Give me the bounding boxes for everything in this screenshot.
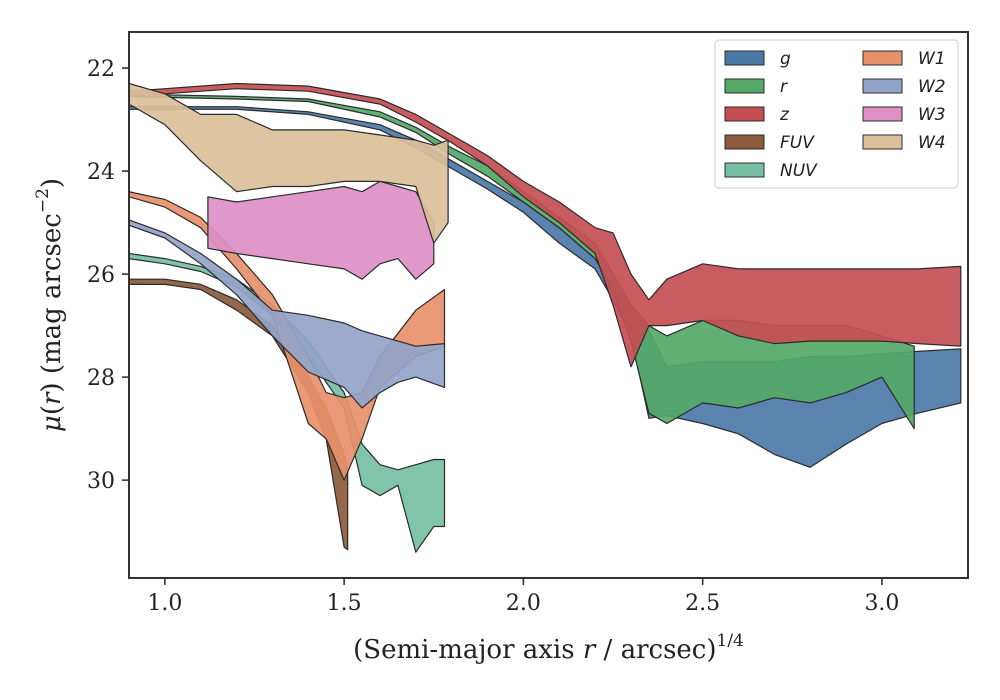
y-axis-title: μ(r) (mag arcsec−2) [33,178,67,432]
legend-swatch-w4 [862,134,903,150]
legend-label-w1: W1 [918,49,946,69]
legend-label-w3: W3 [918,105,946,125]
legend-swatch-z [724,106,765,122]
legend-label-z: z [779,105,790,125]
y-tick-label: 24 [87,160,115,185]
x-axis: 1.0 1.5 2.0 2.5 3.0 [147,578,899,616]
x-axis-title: (Semi-major axis r / arcsec)1/4 [353,631,744,665]
band-w3 [207,180,435,280]
band-fuv [129,278,349,551]
y-tick-label: 28 [87,366,115,391]
x-tick-label: 2.5 [685,591,720,616]
y-tick-label: 30 [87,469,115,494]
legend-swatch-r [724,78,765,94]
legend-label-w2: W2 [918,77,946,97]
legend-box [714,39,959,189]
y-tick-label: 26 [87,263,115,288]
legend-swatch-w1 [862,50,903,66]
legend-label-nuv: NUV [780,161,818,181]
x-tick-label: 3.0 [864,591,899,616]
band-nuv [129,252,446,553]
x-tick-label: 2.0 [506,591,541,616]
band-w4 [129,82,449,244]
y-axis: 22 24 26 28 30 [87,57,129,494]
legend-swatch-g [724,50,765,66]
band-z [129,82,962,368]
x-tick-label: 1.0 [147,591,182,616]
legend-label-fuv: FUV [780,133,815,153]
band-w2 [129,219,446,409]
legend-label-g: g [780,49,791,69]
y-tick-label: 22 [87,57,115,82]
x-tick-label: 1.5 [327,591,362,616]
legend-label-r: r [780,77,788,97]
plot-content [129,82,962,553]
legend-swatch-fuv [724,134,765,150]
legend: grz FUV NUV W1 W2 W3 W4 [714,39,959,189]
legend-label-w4: W4 [918,133,946,153]
legend-swatch-w3 [862,106,903,122]
legend-swatch-nuv [724,162,765,178]
legend-swatch-w2 [862,78,903,94]
plot-frame [128,31,969,579]
